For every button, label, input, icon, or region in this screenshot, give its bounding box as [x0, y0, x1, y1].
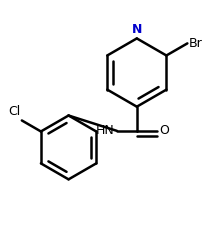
Text: N: N — [132, 23, 142, 36]
Text: Cl: Cl — [8, 105, 20, 118]
Text: O: O — [159, 125, 169, 137]
Text: Br: Br — [189, 37, 203, 50]
Text: HN: HN — [96, 125, 115, 137]
